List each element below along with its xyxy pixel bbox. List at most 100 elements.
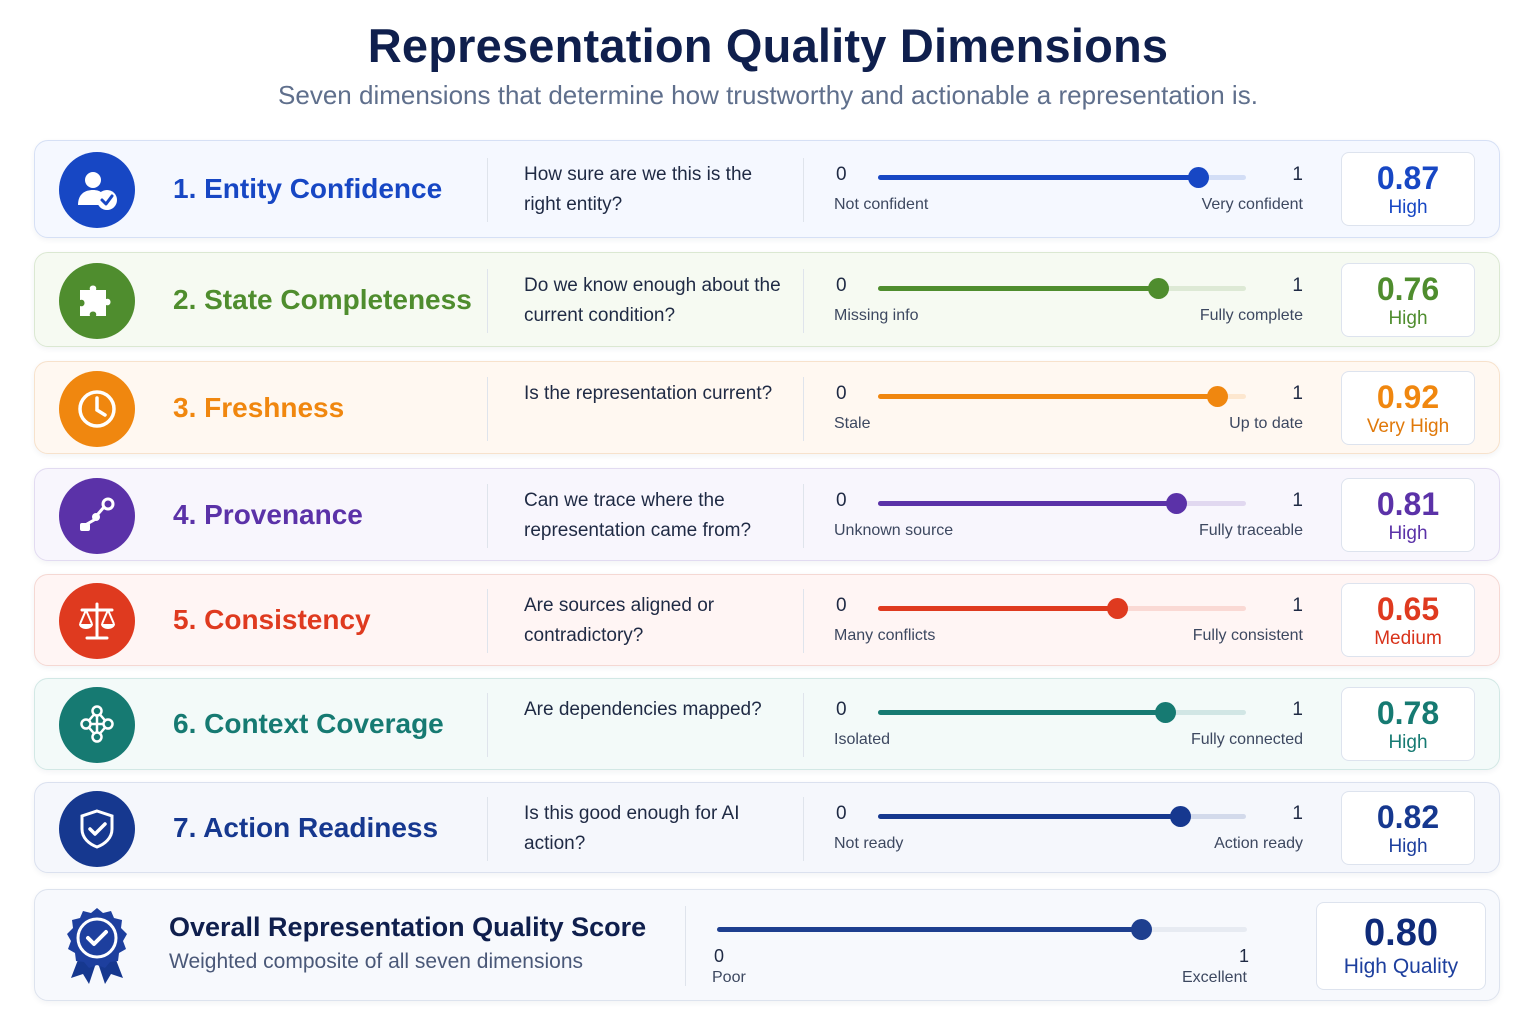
slider-max: 1	[1292, 383, 1303, 404]
dimension-slider: 0 1 Missing info Fully complete	[833, 275, 1303, 345]
slider-max: 1	[1292, 803, 1303, 824]
slider-low-label: Isolated	[834, 731, 891, 748]
score-value: 0.92	[1376, 379, 1440, 415]
divider	[487, 589, 488, 653]
slider-fill	[878, 501, 1177, 506]
dimension-name: 6. Context Coverage	[173, 708, 444, 739]
slider-high-label: Fully complete	[1199, 307, 1303, 324]
score-value: 0.76	[1376, 271, 1440, 307]
slider-min: 0	[836, 490, 847, 511]
user-check-icon	[59, 152, 135, 228]
score-box: 0.65 Medium	[1341, 583, 1475, 657]
score-level: Very High	[1366, 416, 1450, 437]
dimension-question: How sure are we this is the right entity…	[524, 164, 753, 215]
divider	[803, 797, 804, 861]
slider-high-label: Fully connected	[1190, 731, 1303, 748]
slider-fill	[878, 606, 1118, 611]
divider	[685, 906, 686, 986]
slider-max: 1	[1292, 490, 1303, 511]
network-icon	[59, 687, 135, 763]
slider-fill	[878, 286, 1158, 291]
slider-knob	[1166, 493, 1188, 514]
overall-score-card: Overall Representation Quality Score Wei…	[34, 889, 1500, 1001]
score-level: High	[1388, 836, 1428, 857]
slider-fill	[878, 814, 1180, 819]
dimension-card: 1. Entity Confidence How sure are we this…	[34, 140, 1500, 238]
slider-fill	[878, 394, 1217, 399]
divider	[803, 693, 804, 757]
overall-subtitle: Weighted composite of all seven dimensio…	[169, 950, 584, 973]
dimension-question: Is this good enough for AI action?	[524, 803, 740, 854]
divider	[487, 158, 488, 222]
dimension-question: Can we trace where the representation ca…	[524, 490, 752, 541]
shield-check-icon	[59, 791, 135, 867]
slider-track	[878, 386, 1246, 407]
clock-icon	[59, 371, 135, 447]
slider-min: 0	[836, 383, 847, 404]
slider-track	[717, 919, 1247, 940]
slider-high-label: Very confident	[1201, 196, 1303, 213]
score-level: High	[1388, 308, 1428, 329]
score-box: 0.87 High	[1341, 152, 1475, 226]
score-level: High	[1388, 197, 1428, 218]
dimension-card: 7. Action Readiness Is this good enough f…	[34, 782, 1500, 873]
score-value: 0.81	[1376, 486, 1440, 522]
trace-path-icon	[59, 478, 135, 554]
dimension-card: 5. Consistency Are sources aligned or con…	[34, 574, 1500, 666]
divider	[487, 377, 488, 441]
score-box: 0.78 High	[1341, 687, 1475, 761]
dimension-name: 5. Consistency	[173, 604, 371, 635]
dimension-name: 4. Provenance	[173, 499, 363, 530]
dimension-slider: 0 1 Unknown source Fully traceable	[833, 490, 1303, 560]
dimension-slider: 0 1 Stale Up to date	[833, 383, 1303, 453]
dimension-card: 3. Freshness Is the representation curren…	[34, 361, 1500, 454]
slider-track	[878, 702, 1246, 723]
slider-knob	[1188, 167, 1210, 188]
score-value: 0.87	[1376, 160, 1440, 196]
slider-low-label: Not ready	[834, 835, 904, 852]
divider	[487, 797, 488, 861]
slider-low-label: Stale	[834, 415, 871, 432]
slider-low-label: Not confident	[834, 196, 929, 213]
dimension-question: Are dependencies mapped?	[524, 699, 762, 720]
slider-high-label: Excellent	[1182, 969, 1247, 986]
dimension-card: 6. Context Coverage Are dependencies mapp…	[34, 678, 1500, 770]
score-value: 0.82	[1376, 799, 1440, 835]
slider-knob	[1169, 806, 1191, 827]
slider-min: 0	[836, 595, 847, 616]
slider-track	[878, 806, 1246, 827]
slider-knob	[1155, 702, 1177, 723]
slider-track	[878, 598, 1246, 619]
slider-knob	[1107, 598, 1129, 619]
slider-track	[878, 278, 1246, 299]
score-box: 0.81 High	[1341, 478, 1475, 552]
puzzle-icon	[59, 263, 135, 339]
slider-high-label: Fully consistent	[1192, 627, 1303, 644]
divider	[803, 484, 804, 548]
score-box: 0.92 Very High	[1341, 371, 1475, 445]
score-level: Medium	[1374, 628, 1442, 649]
dimension-name: 7. Action Readiness	[173, 812, 439, 843]
score-box: 0.76 High	[1341, 263, 1475, 337]
dimension-question: Do we know enough about the current cond…	[524, 275, 781, 326]
overall-title: Overall Representation Quality Score	[169, 912, 647, 942]
slider-fill	[878, 175, 1199, 180]
slider-knob	[1206, 386, 1228, 407]
slider-max: 1	[1292, 595, 1303, 616]
slider-max: 1	[1292, 275, 1303, 296]
slider-max: 1	[1239, 946, 1250, 966]
overall-score-level: High Quality	[1343, 955, 1459, 978]
slider-min: 0	[836, 803, 847, 824]
scales-icon	[59, 583, 135, 659]
slider-min: 0	[836, 164, 847, 185]
score-level: High	[1388, 523, 1428, 544]
slider-fill	[717, 927, 1141, 932]
divider	[803, 377, 804, 441]
slider-min: 0	[836, 275, 847, 296]
dimension-name: 3. Freshness	[173, 392, 345, 423]
slider-track	[878, 493, 1246, 514]
dimension-name: 2. State Completeness	[173, 284, 472, 315]
dimension-card: 2. State Completeness Do we know enough a…	[34, 252, 1500, 347]
page-title: Representation Quality Dimensions	[367, 19, 1169, 72]
score-value: 0.78	[1376, 695, 1440, 731]
